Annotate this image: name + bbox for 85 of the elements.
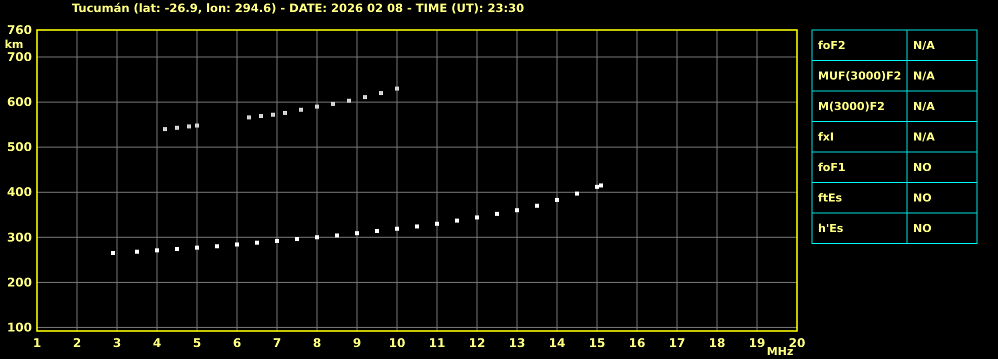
point (363, 95, 367, 100)
x-tick-label: 11 (428, 336, 446, 350)
text: N/A (913, 70, 935, 82)
x-tick-label: 8 (312, 336, 322, 350)
text: N/A (913, 130, 935, 144)
x-tick-label: 10 (388, 336, 406, 350)
y-tick-label: 600 (6, 95, 32, 110)
point (355, 231, 359, 236)
x-tick-label: 1 (32, 336, 42, 350)
y-tick-label: 500 (6, 140, 32, 154)
point (599, 183, 603, 188)
point (475, 215, 479, 220)
x-tick-label: 9 (352, 336, 362, 350)
point (255, 240, 259, 245)
point (515, 208, 519, 212)
x-tick-label: 2 (72, 336, 82, 350)
y-tick-label: 200 (6, 275, 32, 290)
point (575, 192, 579, 196)
point (375, 228, 379, 233)
point (415, 224, 419, 228)
point (315, 104, 319, 109)
point (395, 86, 399, 91)
point (331, 102, 335, 106)
category-label: ftEs (818, 192, 843, 204)
x-tick-label: 13 (508, 336, 526, 350)
point (163, 127, 167, 132)
x-tick-label: 6 (232, 336, 242, 350)
point (247, 115, 251, 120)
x-tick-label: 19 (748, 336, 766, 350)
x-tick-label: 3 (112, 336, 122, 350)
point (335, 233, 339, 238)
y-tick-label: 700 (6, 50, 32, 64)
point (215, 244, 219, 248)
point (195, 124, 199, 128)
point (275, 238, 279, 243)
point (495, 212, 499, 216)
y-tick-label: 100 (6, 320, 32, 334)
point (299, 108, 303, 112)
y-tick-label: 760 (6, 23, 32, 37)
point (379, 91, 383, 96)
x-tick-label: 20 (788, 336, 806, 350)
point (175, 126, 179, 130)
category-label: MUF(3000)F2 (818, 70, 902, 82)
x-tick-label: 17 (668, 336, 686, 350)
category-label: M(3000)F2 (818, 100, 885, 113)
category-label: foF1 (818, 161, 846, 174)
point (175, 246, 179, 251)
y-tick-label: 300 (6, 230, 32, 244)
chart-title: Tucumán (lat: -26.9, lon: 294.6) - DATE: 2026 02 08 - TIME (UT): 23:30 (72, 1, 524, 15)
point (455, 218, 459, 223)
category-label: h'Es (818, 222, 844, 235)
point (347, 98, 351, 103)
point (187, 124, 191, 128)
x-tick-label: 4 (152, 336, 162, 350)
point (535, 204, 539, 208)
point (295, 237, 299, 242)
x-tick-label: 14 (548, 336, 566, 350)
x-tick-label: 7 (272, 336, 282, 350)
text: NO (913, 222, 932, 235)
y-axis-title: km (4, 38, 24, 51)
text: N/A (913, 39, 935, 52)
text: NO (913, 192, 932, 204)
x-tick-label: 16 (628, 336, 646, 350)
x-tick-label: 15 (588, 336, 606, 350)
x-tick-label: 12 (468, 336, 486, 350)
y-tick-label: 400 (6, 185, 32, 200)
point (595, 184, 599, 189)
point (555, 198, 559, 202)
point (259, 114, 263, 118)
x-tick-label: 18 (708, 336, 726, 350)
point (315, 235, 319, 240)
category-label: foF2 (818, 39, 846, 52)
point (195, 246, 199, 250)
point (435, 222, 439, 226)
category-label: fxI (818, 130, 834, 144)
text: N/A (913, 100, 935, 113)
point (395, 226, 399, 231)
point (283, 110, 287, 115)
point (111, 251, 115, 256)
point (271, 112, 275, 117)
point (155, 248, 159, 252)
text: NO (913, 161, 932, 174)
x-tick-label: 5 (192, 336, 202, 350)
point (135, 250, 139, 254)
point (235, 242, 239, 246)
